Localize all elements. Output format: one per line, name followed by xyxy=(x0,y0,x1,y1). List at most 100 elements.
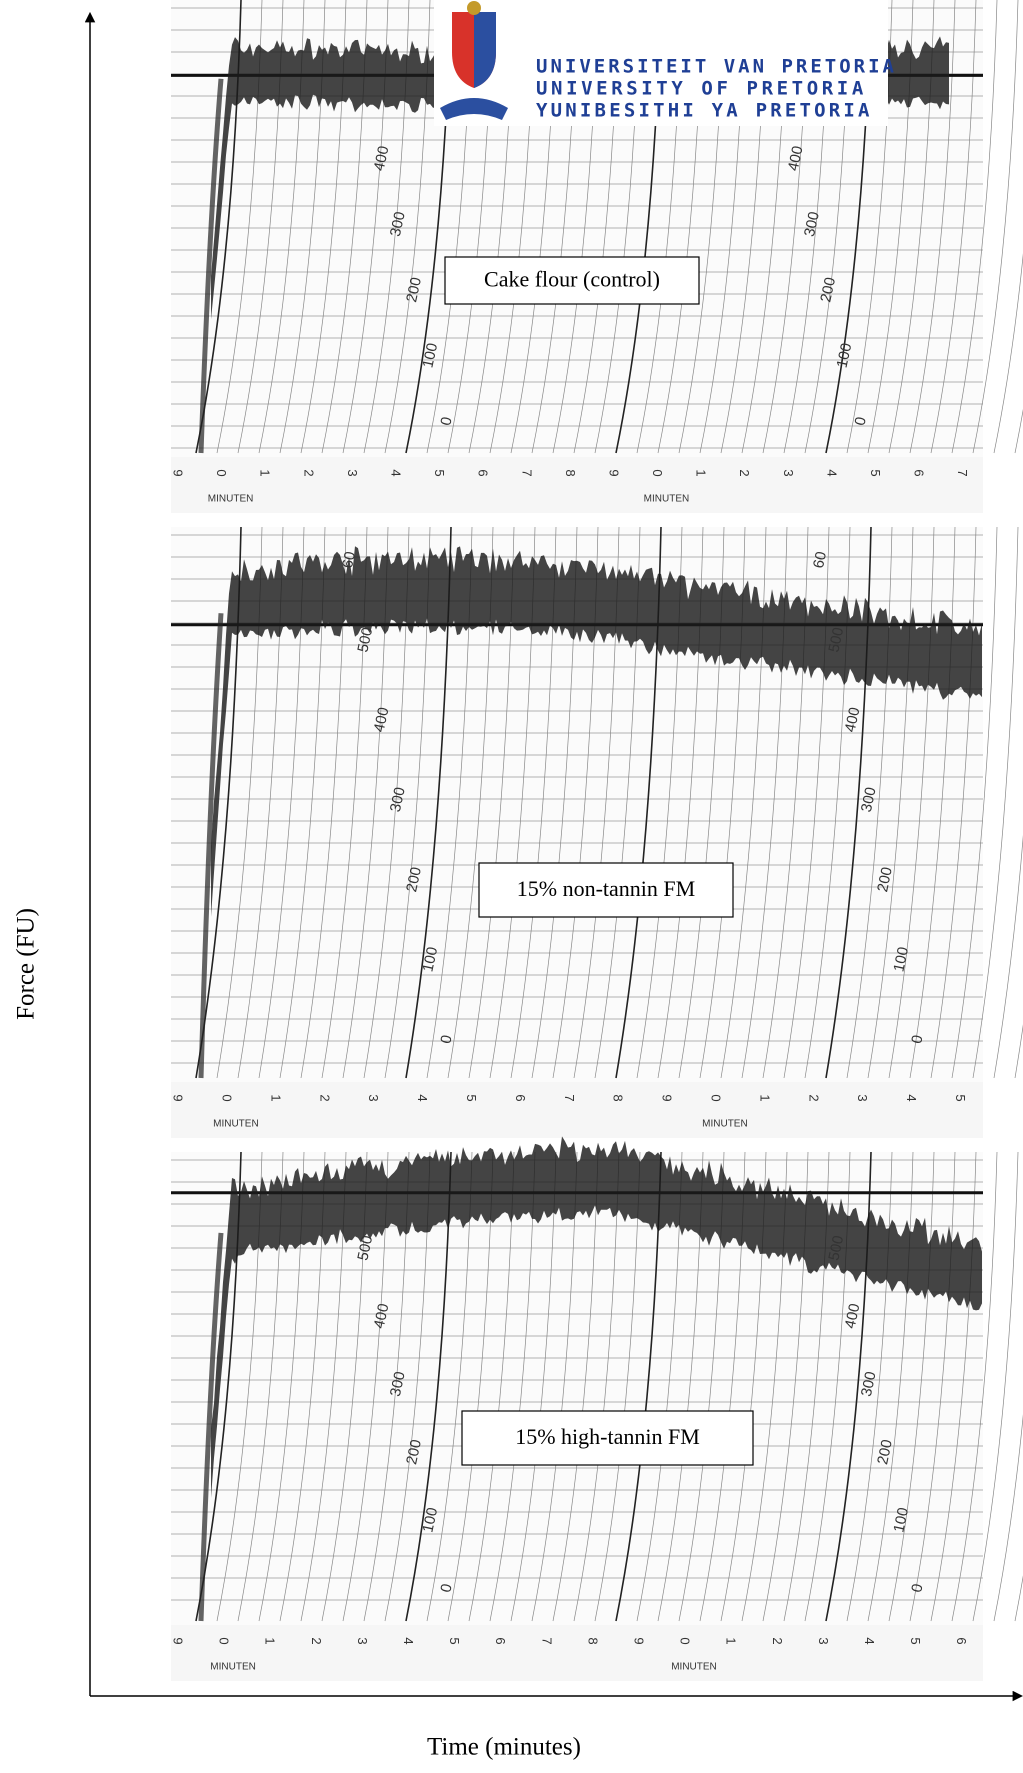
logo-text: YUNIBESITHI YA PRETORIA xyxy=(536,100,873,122)
trace-rise xyxy=(198,613,224,1079)
minute-label: 5 xyxy=(868,469,883,476)
grid-arc xyxy=(909,526,956,1079)
grid-arc xyxy=(1014,1575,1023,1622)
force-label: 200 xyxy=(874,866,896,894)
minute-label: 2 xyxy=(317,1094,332,1101)
minute-label: 9 xyxy=(171,469,186,476)
minute-label: 4 xyxy=(401,1637,416,1644)
force-label: 400 xyxy=(842,706,864,734)
label-box xyxy=(478,862,734,918)
grid-arc xyxy=(531,1151,578,1622)
minute-label: 1 xyxy=(258,469,273,476)
grid-arc xyxy=(510,1151,557,1622)
logo-crest xyxy=(467,1,481,15)
x-axis-label: Time (minutes) xyxy=(427,1734,581,1761)
force-label: 500 xyxy=(354,1234,376,1262)
y-axis-label: Force (FU) xyxy=(13,908,40,1020)
force-label: 400 xyxy=(785,144,807,172)
minute-label: 4 xyxy=(824,469,839,476)
minute-label: 6 xyxy=(493,1637,508,1644)
label-box xyxy=(461,1410,754,1466)
paper-strip xyxy=(171,1625,983,1681)
grid-arc xyxy=(636,1151,683,1622)
grid-arc xyxy=(1014,408,1023,454)
force-label: 400 xyxy=(371,1302,393,1330)
minute-label: 4 xyxy=(862,1637,877,1644)
minute-label: 1 xyxy=(694,469,709,476)
minute-label: 5 xyxy=(464,1094,479,1101)
minute-label: 0 xyxy=(650,469,665,476)
minute-label: 3 xyxy=(345,469,360,476)
grid-arc xyxy=(993,834,1023,1079)
minute-label: 5 xyxy=(908,1637,923,1644)
force-label: 300 xyxy=(387,1370,409,1398)
minute-label: 3 xyxy=(781,469,796,476)
minute-label: 6 xyxy=(912,469,927,476)
grid-arc xyxy=(930,1151,977,1622)
minute-label: 1 xyxy=(263,1637,278,1644)
grid-arc xyxy=(573,1151,620,1622)
force-label: 100 xyxy=(890,1506,912,1534)
minute-label: 2 xyxy=(309,1637,324,1644)
grid-arc xyxy=(489,1151,536,1622)
logo-background xyxy=(434,0,888,126)
grid-arc xyxy=(447,1151,494,1622)
paper-strip xyxy=(171,1082,983,1138)
minute-label: 7 xyxy=(539,1637,554,1644)
grid-arc xyxy=(972,1151,1019,1622)
minute-label: 2 xyxy=(737,469,752,476)
minute-label: 1 xyxy=(724,1637,739,1644)
grid-arc xyxy=(972,526,1019,1079)
grid-arc xyxy=(867,1151,914,1622)
force-label: 400 xyxy=(371,144,393,172)
minute-label: 2 xyxy=(770,1637,785,1644)
minute-label: 4 xyxy=(904,1094,919,1101)
minute-label: 3 xyxy=(816,1637,831,1644)
force-label: 200 xyxy=(403,1438,425,1466)
minute-label: 8 xyxy=(611,1094,626,1101)
minute-label: 0 xyxy=(217,1637,232,1644)
minute-label: 9 xyxy=(171,1637,186,1644)
minute-label: 8 xyxy=(563,469,578,476)
minute-label: 8 xyxy=(585,1637,600,1644)
minute-label: 3 xyxy=(855,1094,870,1101)
grid-arc xyxy=(888,1151,935,1622)
minute-label: 9 xyxy=(171,1094,186,1101)
logo-ribbon xyxy=(440,98,508,120)
grid-arc xyxy=(867,526,914,1079)
minute-label: 9 xyxy=(606,469,621,476)
force-label: 400 xyxy=(842,1302,864,1330)
grid-arc xyxy=(951,526,998,1079)
logo-shield-half xyxy=(474,12,496,88)
force-label: 60 xyxy=(339,550,359,570)
panel-label: 15% high-tannin FM xyxy=(515,1424,700,1449)
force-label: 0 xyxy=(437,1033,455,1045)
force-label: 500 xyxy=(825,1234,847,1262)
trace-band xyxy=(211,36,949,320)
force-label: 500 xyxy=(825,626,847,654)
force-label: 300 xyxy=(387,210,409,238)
minute-label: 7 xyxy=(519,469,534,476)
grid-arc xyxy=(951,1151,998,1622)
minute-label: 1 xyxy=(757,1094,772,1101)
minute-label: 7 xyxy=(562,1094,577,1101)
grid-arc xyxy=(1014,1024,1023,1079)
grid-arc xyxy=(846,526,893,1079)
force-label: 200 xyxy=(817,276,839,304)
force-label: 400 xyxy=(371,706,393,734)
grid-arc xyxy=(930,526,977,1079)
trace-rise xyxy=(198,78,224,454)
minute-label: 9 xyxy=(631,1637,646,1644)
minuten-label: MINUTEN xyxy=(644,494,690,505)
minute-label: 7 xyxy=(955,469,970,476)
minuten-label: MINUTEN xyxy=(213,1119,259,1130)
minute-label: 5 xyxy=(953,1094,968,1101)
force-label: 200 xyxy=(874,1438,896,1466)
force-label: 0 xyxy=(908,1582,926,1594)
force-label: 300 xyxy=(858,1370,880,1398)
panel-label: 15% non-tannin FM xyxy=(517,876,695,901)
grid-arc xyxy=(552,1151,599,1622)
minute-label: 1 xyxy=(268,1094,283,1101)
